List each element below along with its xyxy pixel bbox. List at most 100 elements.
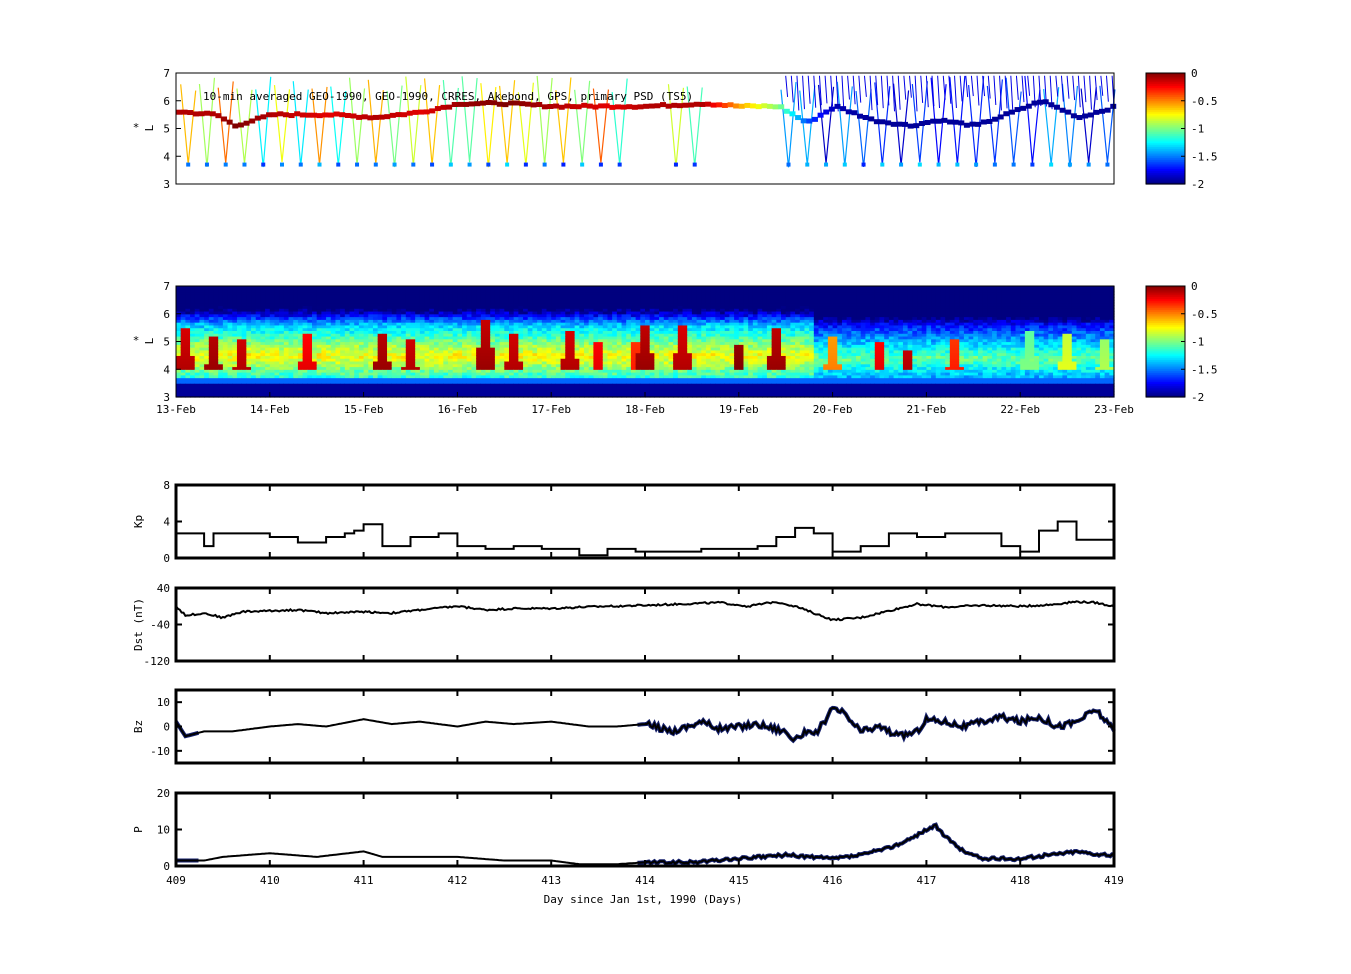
psd-cell <box>668 294 674 298</box>
psd-cell <box>368 366 374 370</box>
psd-track-cell <box>789 111 796 117</box>
psd-cell <box>696 291 702 295</box>
psd-cell <box>598 391 604 395</box>
psd-cell <box>448 394 454 398</box>
psd-cell <box>349 385 355 390</box>
psd-cell <box>330 330 337 334</box>
psd-cell <box>555 335 562 340</box>
psd-cell <box>504 349 510 354</box>
psd-cell <box>415 302 421 307</box>
psd-cell <box>204 299 210 304</box>
psd-cell <box>288 297 294 301</box>
psd-cell <box>574 358 580 362</box>
psd-cell <box>443 383 449 387</box>
psd-cell <box>194 319 201 323</box>
psd-cell <box>523 327 529 331</box>
psd-cell <box>696 363 702 368</box>
psd-cell <box>649 383 655 387</box>
psd-cell <box>326 349 332 354</box>
psd-cell <box>584 297 590 301</box>
psd-cell <box>391 288 398 293</box>
psd-cell <box>480 333 487 337</box>
psd-cell <box>293 347 299 351</box>
psd-cell <box>616 316 623 320</box>
psd-cell <box>415 388 421 393</box>
psd-cell <box>616 391 623 395</box>
psd-cell <box>466 327 473 331</box>
psd-cell <box>349 341 355 345</box>
psd-cell <box>213 335 219 340</box>
psd-cell <box>213 302 219 307</box>
psd-cell <box>433 383 440 387</box>
psd-cell <box>551 352 557 356</box>
psd-cell <box>218 302 224 307</box>
psd-cell <box>176 363 182 368</box>
psd-cell <box>227 347 233 351</box>
psd-cell <box>645 297 651 301</box>
psd-track-cell <box>389 112 396 118</box>
psd-cell <box>208 305 215 309</box>
psd-cell <box>274 363 280 368</box>
psd-cell <box>377 355 383 359</box>
psd-cell <box>663 360 670 365</box>
psd-cell <box>705 355 712 359</box>
psd-cell <box>241 310 247 315</box>
psd-cell <box>635 310 641 315</box>
psd-cell <box>302 333 308 337</box>
psd-cell <box>321 335 327 340</box>
psd-cell <box>645 316 651 320</box>
psd-cell <box>288 341 294 345</box>
psd-cell <box>312 324 318 329</box>
geo-track <box>1021 75 1025 103</box>
psd-cell <box>307 385 313 390</box>
psd-cell <box>372 341 379 345</box>
psd-cell <box>382 383 388 387</box>
psd-cell <box>532 385 538 390</box>
psd-cell <box>696 333 702 337</box>
psd-cell <box>251 335 257 340</box>
psd-cell <box>321 330 327 334</box>
psd-cell <box>269 352 276 356</box>
psd-cell <box>218 341 224 345</box>
psd-track-cell <box>879 119 886 125</box>
psd-cell <box>527 349 534 354</box>
psd-cell <box>180 344 186 348</box>
y-tick-label: 6 <box>163 95 170 108</box>
psd-cell <box>222 308 229 312</box>
psd-cell <box>321 322 327 326</box>
psd-cell <box>297 383 304 387</box>
psd-cell <box>696 313 702 318</box>
psd-cell <box>429 360 435 365</box>
psd-cell <box>236 310 243 315</box>
psd-cell <box>569 369 576 373</box>
psd-cell <box>494 369 501 373</box>
psd-cell <box>255 385 262 390</box>
psd-cell <box>649 349 655 354</box>
psd-cell <box>677 385 684 390</box>
psd-cell <box>579 302 585 307</box>
psd-cell <box>677 352 684 356</box>
psd-cell <box>433 338 440 343</box>
psd-cell <box>255 377 262 381</box>
psd-cell <box>368 316 374 320</box>
psd-cell <box>316 313 322 318</box>
psd-cell <box>508 383 515 387</box>
psd-cell <box>312 374 318 379</box>
psd-cell <box>555 360 562 365</box>
psd-cell <box>668 388 674 393</box>
psd-cell <box>265 369 271 373</box>
geo-track <box>1015 75 1019 100</box>
psd-cell <box>415 391 421 395</box>
psd-cell <box>485 377 491 381</box>
psd-cell <box>358 385 365 390</box>
psd-cell <box>396 316 402 320</box>
psd-cell <box>523 344 529 348</box>
psd-cell <box>255 310 262 315</box>
psd-track-cell <box>401 112 408 118</box>
psd-cell <box>349 308 355 312</box>
psd-cell <box>293 333 299 337</box>
psd-cell <box>490 388 496 393</box>
psd-cell <box>297 299 304 304</box>
psd-cell <box>368 297 374 301</box>
psd-cell <box>616 388 623 393</box>
